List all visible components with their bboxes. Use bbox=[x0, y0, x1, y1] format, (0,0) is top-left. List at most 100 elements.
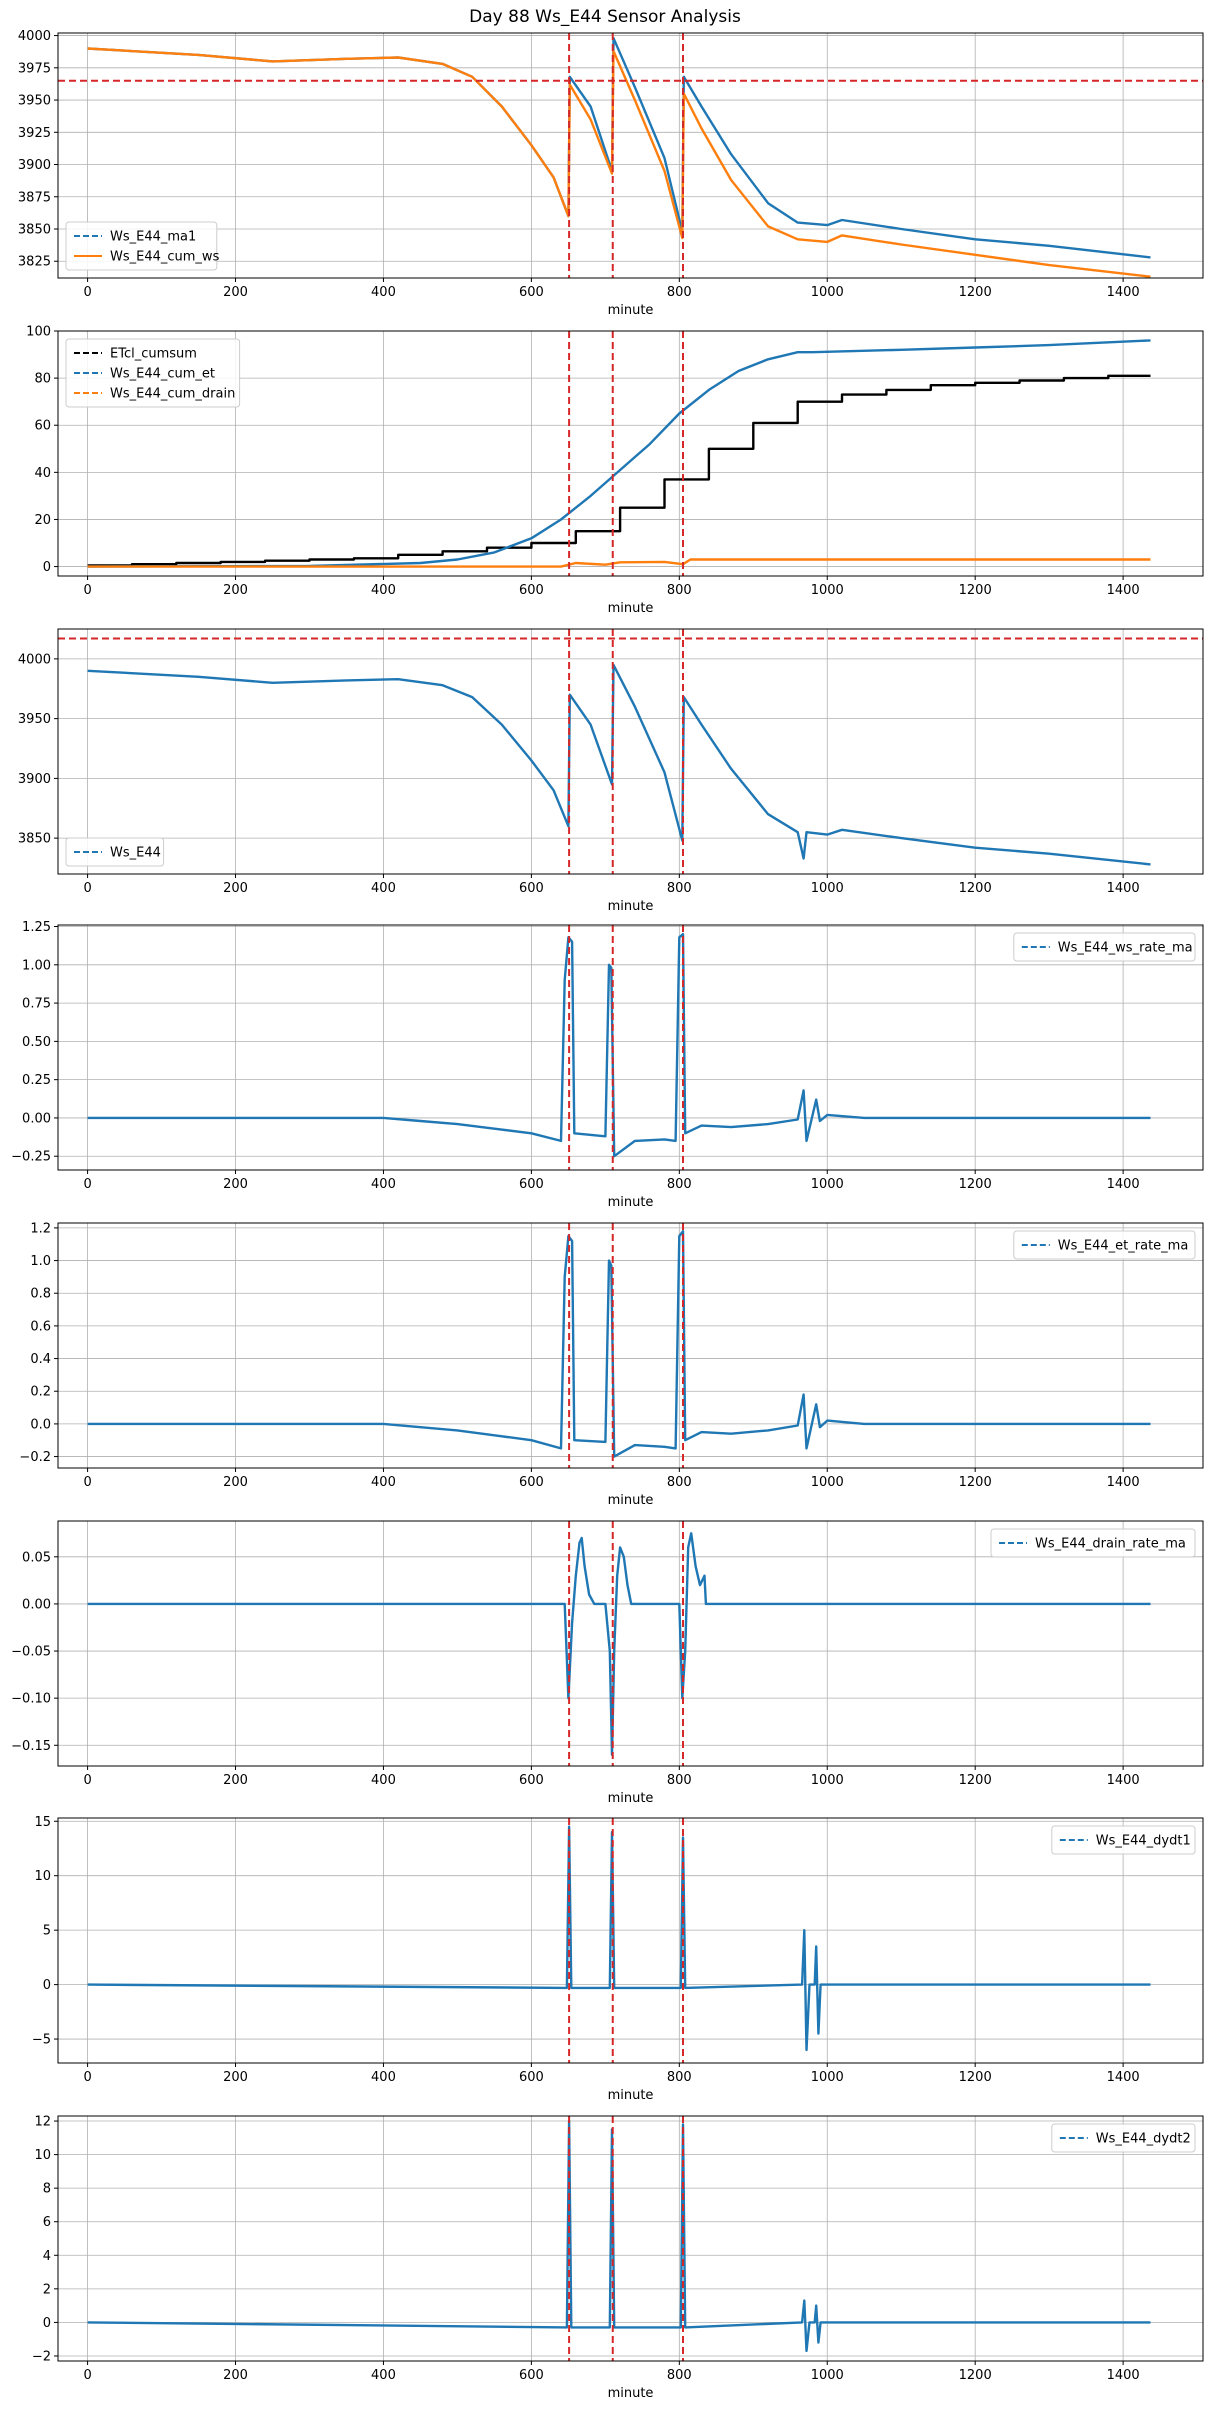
x-tick-label: 600 bbox=[519, 2368, 544, 2383]
chart-panel-7: 0 200 400 600 800 1000 1200 1400 −5 0 5 10 15 minute W… bbox=[32, 1815, 1204, 2103]
y-tick-label: 1.0 bbox=[30, 1254, 51, 1269]
x-tick-label: 800 bbox=[667, 1475, 692, 1490]
series-group bbox=[87, 2119, 1151, 2353]
x-axis-label: minute bbox=[608, 1195, 654, 1210]
x-axis-label: minute bbox=[608, 303, 654, 318]
plot-frame bbox=[57, 1222, 1204, 1469]
legend-label: Ws_E44_ma1 bbox=[110, 230, 196, 245]
x-tick-label: 1400 bbox=[1107, 881, 1140, 896]
y-tick-label: 0.05 bbox=[22, 1550, 51, 1565]
y-tick-label: 0 bbox=[43, 2316, 51, 2331]
y-tick-label: 0.6 bbox=[30, 1319, 51, 1334]
plot-frame bbox=[57, 32, 1204, 279]
x-axis-label: minute bbox=[608, 2088, 654, 2103]
y-tick-label: 3900 bbox=[18, 772, 51, 787]
legend-box bbox=[65, 837, 165, 867]
y-tick-label: −0.05 bbox=[11, 1645, 51, 1660]
series-group bbox=[87, 1825, 1151, 2052]
y-tick-label: 6 bbox=[43, 2215, 51, 2230]
legend-label: Ws_E44_dydt2 bbox=[1096, 2132, 1191, 2147]
x-tick-label: 1200 bbox=[959, 1177, 992, 1192]
y-tick-label: 0.4 bbox=[30, 1352, 51, 1367]
legend-label: Ws_E44_et_rate_ma bbox=[1058, 1239, 1189, 1254]
y-tick-label: 3950 bbox=[18, 712, 51, 727]
y-tick-label: 3925 bbox=[18, 126, 51, 141]
y-tick-label: 0 bbox=[43, 560, 51, 575]
chart-panel-5: 0 200 400 600 800 1000 1200 1400 −0.2 0.0 0.2 0.4 0.… bbox=[19, 1221, 1204, 1508]
y-tick-label: 4 bbox=[43, 2249, 51, 2264]
x-tick-label: 1000 bbox=[811, 1475, 844, 1490]
x-tick-label: 0 bbox=[83, 2070, 91, 2085]
x-tick-label: 200 bbox=[223, 285, 248, 300]
legend: Ws_E44_et_rate_ma bbox=[1013, 1230, 1196, 1260]
series-line-Ws_E44 bbox=[87, 663, 1151, 866]
x-tick-label: 800 bbox=[667, 881, 692, 896]
y-tick-label: 3975 bbox=[18, 61, 51, 76]
legend: Ws_E44_ma1 Ws_E44_cum_ws bbox=[65, 221, 220, 271]
series-line-Ws_E44_drain_rate_ma bbox=[87, 1532, 1151, 1756]
figure-title: Day 88 Ws_E44 Sensor Analysis bbox=[469, 7, 741, 27]
legend-label: Ws_E44_cum_drain bbox=[110, 387, 235, 402]
legend-box bbox=[990, 1528, 1196, 1558]
x-tick-label: 1000 bbox=[811, 881, 844, 896]
x-axis-label: minute bbox=[608, 1493, 654, 1508]
x-axis-label: minute bbox=[608, 2386, 654, 2401]
legend: Ws_E44_drain_rate_ma bbox=[990, 1528, 1196, 1558]
y-tick-label: 3825 bbox=[18, 255, 51, 270]
x-tick-label: 600 bbox=[519, 583, 544, 598]
plot-frame bbox=[57, 2115, 1204, 2362]
chart-panel-3: 0 200 400 600 800 1000 1200 1400 3850 3900 3950 400… bbox=[18, 628, 1204, 914]
x-tick-label: 200 bbox=[223, 2070, 248, 2085]
x-tick-label: 1400 bbox=[1107, 1177, 1140, 1192]
y-tick-label: 2 bbox=[43, 2282, 51, 2297]
legend-label: Ws_E44_cum_ws bbox=[110, 250, 220, 265]
y-tick-label: −0.25 bbox=[11, 1150, 51, 1165]
x-tick-label: 0 bbox=[83, 583, 91, 598]
legend: ETcl_cumsum Ws_E44_cum_et Ws_E44_cum_drain bbox=[65, 338, 241, 408]
x-tick-label: 1400 bbox=[1107, 2070, 1140, 2085]
panels: 0 200 400 600 800 1000 1200 1400382538503875390… bbox=[11, 29, 1204, 2401]
x-tick-label: 1200 bbox=[959, 2368, 992, 2383]
x-tick-label: 600 bbox=[519, 2070, 544, 2085]
y-tick-label: 40 bbox=[34, 466, 51, 481]
x-tick-label: 800 bbox=[667, 1177, 692, 1192]
y-tick-label: 3850 bbox=[18, 223, 51, 238]
series-group bbox=[87, 933, 1151, 1158]
y-tick-label: 1.25 bbox=[22, 920, 51, 935]
series-group bbox=[87, 1230, 1151, 1458]
x-tick-label: 800 bbox=[667, 583, 692, 598]
plot-frame bbox=[57, 924, 1204, 1171]
y-tick-label: 0.0 bbox=[30, 1417, 51, 1432]
x-tick-label: 400 bbox=[371, 583, 396, 598]
y-tick-label: −0.10 bbox=[11, 1692, 51, 1707]
legend: Ws_E44_dydt2 bbox=[1051, 2123, 1196, 2153]
x-tick-label: 1000 bbox=[811, 2368, 844, 2383]
plot-frame bbox=[57, 330, 1204, 577]
x-tick-label: 200 bbox=[223, 1773, 248, 1788]
x-tick-label: 1400 bbox=[1107, 2368, 1140, 2383]
x-tick-label: 400 bbox=[371, 881, 396, 896]
legend-label: Ws_E44 bbox=[110, 846, 161, 861]
x-axis-label: minute bbox=[608, 601, 654, 616]
x-tick-label: 1000 bbox=[811, 1177, 844, 1192]
legend-label: Ws_E44_cum_et bbox=[110, 367, 215, 382]
chart-panel-6: 0 200 400 600 800 1000 1200 1400 −0.15 −0.10 −0.05… bbox=[11, 1520, 1204, 1806]
series-group bbox=[87, 663, 1151, 866]
series-line-Ws_E44_ws_rate_ma bbox=[87, 933, 1151, 1158]
chart-panel-8: 0 200 400 600 800 1000 1200 1400 −2 0 2 4 6 8 10 12 minu… bbox=[32, 2115, 1204, 2401]
x-tick-label: 200 bbox=[223, 583, 248, 598]
x-tick-label: 0 bbox=[83, 2368, 91, 2383]
x-tick-label: 1200 bbox=[959, 881, 992, 896]
x-tick-label: 400 bbox=[371, 2368, 396, 2383]
x-tick-label: 1400 bbox=[1107, 285, 1140, 300]
series-line-Ws_E44_dydt1 bbox=[87, 1825, 1151, 2052]
x-tick-label: 1200 bbox=[959, 1475, 992, 1490]
x-tick-label: 0 bbox=[83, 1773, 91, 1788]
legend-box bbox=[1051, 2123, 1196, 2153]
series-line-Ws_E44_dydt2 bbox=[87, 2119, 1151, 2353]
legend-box bbox=[65, 338, 241, 408]
x-tick-label: 400 bbox=[371, 1773, 396, 1788]
legend-box bbox=[1013, 1230, 1196, 1260]
x-axis-label: minute bbox=[608, 1791, 654, 1806]
